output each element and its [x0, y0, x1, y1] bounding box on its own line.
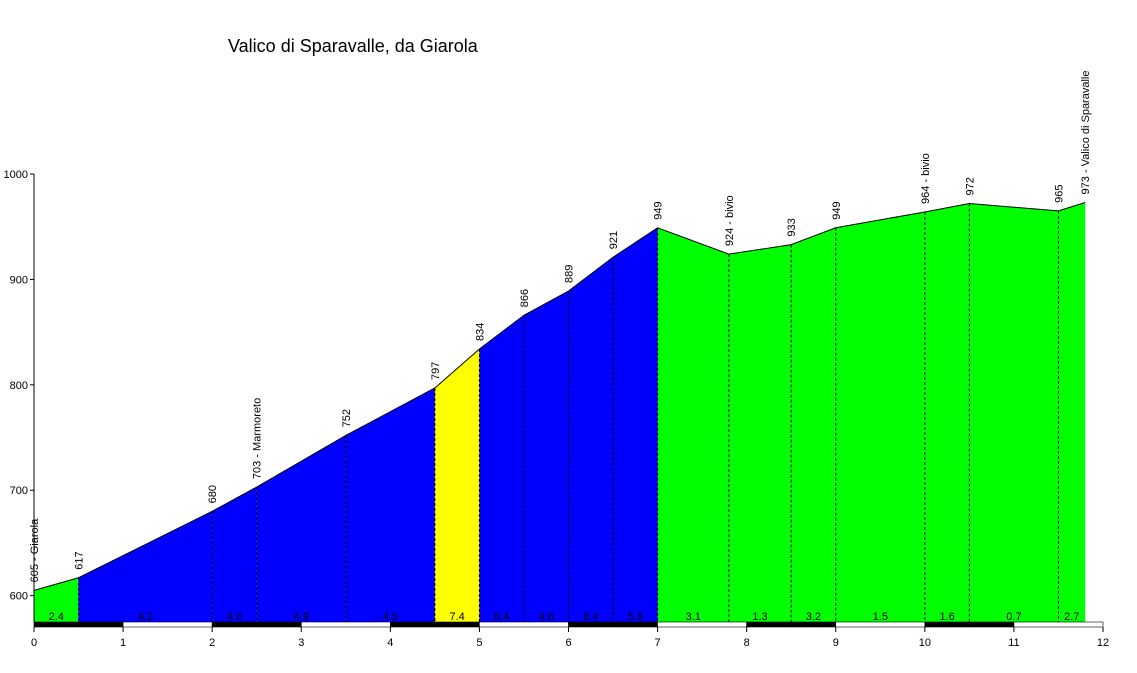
- gradient-label-1: 4.2: [138, 611, 153, 623]
- km-bar-7: [657, 621, 747, 628]
- profile-segment-12: [791, 227, 836, 622]
- x-tick-label-12: 12: [1097, 637, 1109, 649]
- elevation-label-16: 965: [1053, 185, 1065, 203]
- elevation-label-1: 617: [74, 551, 86, 569]
- elevation-label-17: 973 - Valico di Sparavalle: [1080, 71, 1092, 195]
- elevation-label-14: 964 - bivio: [920, 153, 932, 204]
- x-tick-label-3: 3: [298, 637, 304, 649]
- y-tick-label-2: 800: [10, 380, 28, 392]
- y-tick-label-1: 700: [10, 485, 28, 497]
- y-tick-label-4: 1000: [4, 169, 28, 181]
- gradient-label-5: 7.4: [449, 611, 464, 623]
- elevation-label-11: 924 - bivio: [724, 195, 736, 246]
- x-axis: 0 1 2 3 4 5 6 7 8 9 10 11 12: [31, 627, 1109, 649]
- elevation-label-5: 797: [430, 362, 442, 380]
- elevation-label-9: 921: [608, 231, 620, 249]
- gradient-label-4: 4.5: [383, 611, 398, 623]
- x-tick-label-7: 7: [655, 637, 661, 649]
- gradient-label-0: 2.4: [49, 611, 64, 623]
- x-tick-label-11: 11: [1008, 637, 1019, 649]
- km-bar-3: [300, 621, 391, 628]
- km-scale-bar: [33, 621, 1104, 628]
- profile-segments: [34, 202, 1086, 622]
- elevation-label-0: 605 - Giarola: [29, 518, 41, 582]
- profile-segment-9: [613, 227, 658, 622]
- x-tick-label-5: 5: [476, 637, 482, 649]
- gradient-label-13: 1.5: [873, 611, 888, 623]
- profile-line: [33, 201, 1086, 591]
- profile-segment-6: [479, 315, 524, 622]
- gradient-labels: 2.4 4.2 4.6 4.9 4.5 7.4 6.4 4.6 6.4 5.6 3.1 1.3 3.2 1…: [49, 611, 1080, 623]
- gradient-label-8: 6.4: [583, 611, 598, 623]
- gradient-label-14: 1.6: [939, 611, 954, 623]
- km-bar-1: [122, 621, 213, 628]
- x-tick-label-2: 2: [209, 637, 215, 649]
- km-bar-8: [746, 621, 837, 628]
- km-bar-5: [479, 621, 569, 628]
- profile-segment-5: [434, 348, 480, 622]
- gradient-label-11: 1.3: [752, 611, 767, 623]
- km-bar-10: [924, 621, 1015, 628]
- x-tick-label-9: 9: [833, 637, 839, 649]
- gradient-label-6: 6.4: [494, 611, 509, 623]
- gradient-label-16: 2.7: [1064, 611, 1079, 623]
- profile-segment-14: [924, 203, 970, 622]
- gradient-label-3: 4.9: [294, 611, 309, 623]
- elevation-label-15: 972: [964, 177, 976, 195]
- x-tick-label-0: 0: [31, 637, 37, 649]
- elevation-label-6: 834: [474, 323, 486, 341]
- profile-segment-13: [835, 211, 925, 622]
- elevation-label-8: 889: [564, 265, 576, 283]
- y-tick-label-3: 900: [10, 274, 28, 286]
- elevation-label-12: 933: [786, 218, 798, 236]
- km-bar-11: [1013, 621, 1104, 628]
- km-bar-0: [33, 621, 124, 628]
- x-tick-label-8: 8: [744, 637, 750, 649]
- profile-segment-15: [969, 203, 1059, 622]
- elevation-label-13: 949: [831, 201, 843, 219]
- gradient-label-2: 4.6: [227, 611, 242, 623]
- y-tick-label-0: 600: [10, 591, 28, 603]
- elevation-label-10: 949: [653, 201, 665, 219]
- km-bar-9: [835, 621, 926, 628]
- profile-segment-0: [34, 577, 79, 622]
- x-tick-label-10: 10: [919, 637, 931, 649]
- profile-segment-16: [1058, 202, 1086, 622]
- gradient-label-10: 3.1: [686, 611, 701, 623]
- profile-outline: [33, 201, 1086, 591]
- km-bar-6: [568, 621, 658, 628]
- profile-segment-7: [523, 291, 569, 622]
- y-axis: 600 700 800 900 1000: [4, 169, 35, 622]
- x-tick-label-1: 1: [120, 637, 126, 649]
- km-bar-4: [390, 621, 480, 628]
- chart-title: Valico di Sparavalle, da Giarola: [228, 36, 479, 56]
- elevation-label-4: 752: [341, 409, 353, 427]
- profile-segment-8: [568, 257, 614, 622]
- x-tick-label-4: 4: [387, 637, 393, 649]
- profile-segment-2: [212, 487, 257, 622]
- elevation-label-2: 680: [207, 485, 219, 503]
- profile-segment-10: [657, 227, 729, 622]
- x-tick-label-6: 6: [565, 637, 571, 649]
- km-bar-2: [211, 621, 302, 628]
- profile-segment-1: [78, 511, 213, 622]
- profile-segment-3: [256, 435, 346, 622]
- gradient-label-7: 4.6: [539, 611, 554, 623]
- gradient-label-15: 0.7: [1006, 611, 1021, 623]
- profile-segment-4: [345, 387, 435, 622]
- elevation-annotations: 605 - Giarola 617 680 703 - Marmoreto 752 797…: [29, 71, 1092, 583]
- point-markers: [78, 203, 1059, 622]
- gradient-label-12: 3.2: [806, 611, 821, 623]
- profile-segment-11: [728, 244, 792, 622]
- elevation-label-3: 703 - Marmoreto: [252, 398, 264, 479]
- elevation-label-7: 866: [519, 289, 531, 307]
- gradient-label-9: 5.6: [628, 611, 643, 623]
